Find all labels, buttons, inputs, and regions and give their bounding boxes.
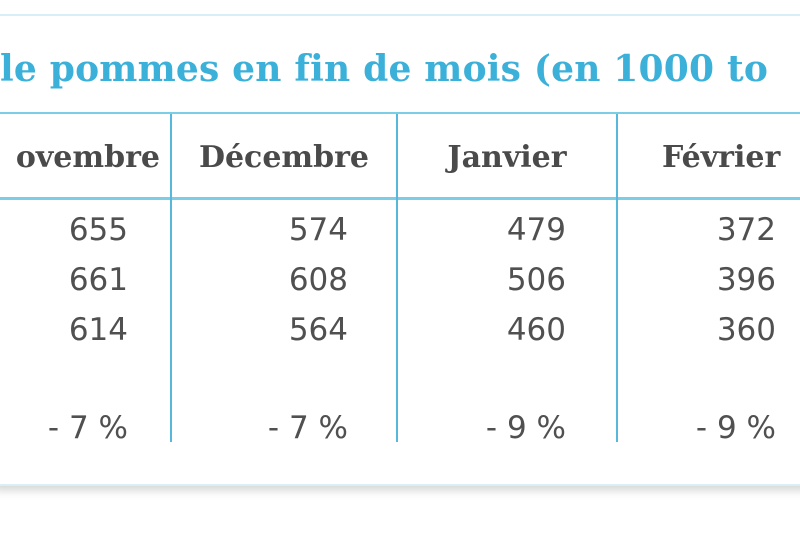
table-cell: 396	[716, 262, 776, 298]
table-cell: 564	[288, 312, 348, 348]
table-cell: 655	[68, 212, 128, 248]
table-cell: 479	[506, 212, 566, 248]
table-cell: 372	[716, 212, 776, 248]
title-divider	[0, 112, 800, 114]
column-header-december: Décembre	[198, 140, 370, 175]
column-header-november: ovembre	[15, 140, 160, 175]
table-cell: 460	[506, 312, 566, 348]
table-cell: 661	[68, 262, 128, 298]
table-title: le pommes en fin de mois (en 1000 to	[0, 48, 769, 90]
column-divider	[170, 114, 172, 442]
table-cell: 608	[288, 262, 348, 298]
table-cell: 614	[68, 312, 128, 348]
table-cell: 360	[716, 312, 776, 348]
header-divider	[0, 197, 800, 200]
column-header-january: Janvier	[447, 140, 567, 175]
variation-cell: - 9 %	[485, 410, 566, 446]
table-cell: 574	[288, 212, 348, 248]
table-cell: 506	[506, 262, 566, 298]
variation-cell: - 9 %	[695, 410, 776, 446]
variation-cell: - 7 %	[267, 410, 348, 446]
column-divider	[616, 114, 618, 442]
column-divider	[396, 114, 398, 442]
table-frame	[0, 14, 800, 486]
column-header-february: Février	[662, 140, 781, 175]
variation-cell: - 7 %	[47, 410, 128, 446]
